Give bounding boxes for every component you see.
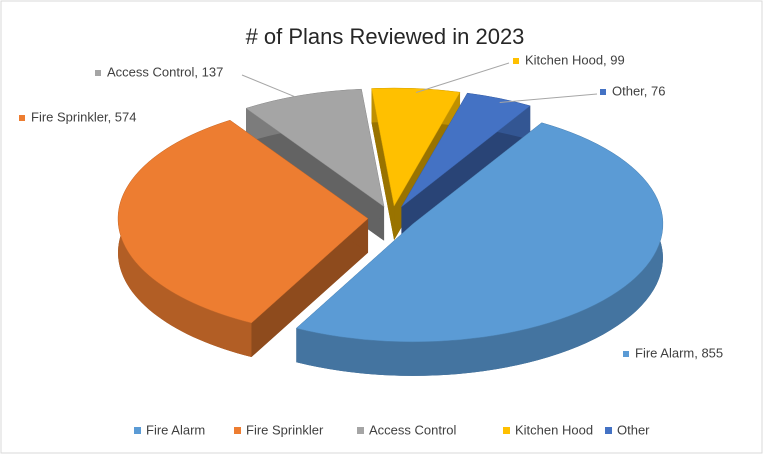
slice-wall [251, 218, 369, 357]
slice-wall [401, 105, 531, 241]
slice [245, 88, 385, 208]
legend-label: Kitchen Hood [515, 422, 593, 437]
data-label: Fire Alarm, 855 [635, 345, 723, 360]
label-swatch [95, 70, 101, 76]
legend-swatch [357, 427, 364, 434]
leader-line [241, 74, 302, 100]
legend-swatch [234, 427, 241, 434]
legend-label: Fire Sprinkler [246, 422, 324, 437]
chart-title: # of Plans Reviewed in 2023 [246, 24, 525, 49]
label-swatch [513, 58, 519, 64]
slice [295, 122, 664, 343]
data-label: Fire Sprinkler, 574 [31, 109, 137, 124]
legend-swatch [605, 427, 612, 434]
legend-label: Other [617, 422, 650, 437]
legend-label: Fire Alarm [146, 422, 205, 437]
leader-line [415, 62, 510, 93]
slice [371, 87, 461, 207]
slice [401, 92, 531, 208]
label-swatch [19, 115, 25, 121]
slice [117, 119, 369, 324]
legend-label: Access Control [369, 422, 457, 437]
data-label: Kitchen Hood, 99 [525, 52, 625, 67]
legend-swatch [134, 427, 141, 434]
label-swatch [600, 89, 606, 95]
slice-wall [371, 88, 395, 241]
leader-line [499, 93, 598, 103]
data-label: Access Control, 137 [107, 64, 223, 79]
slice-side [296, 122, 663, 376]
legend-swatch [503, 427, 510, 434]
label-swatch [623, 351, 629, 357]
data-label: Other, 76 [612, 83, 665, 98]
